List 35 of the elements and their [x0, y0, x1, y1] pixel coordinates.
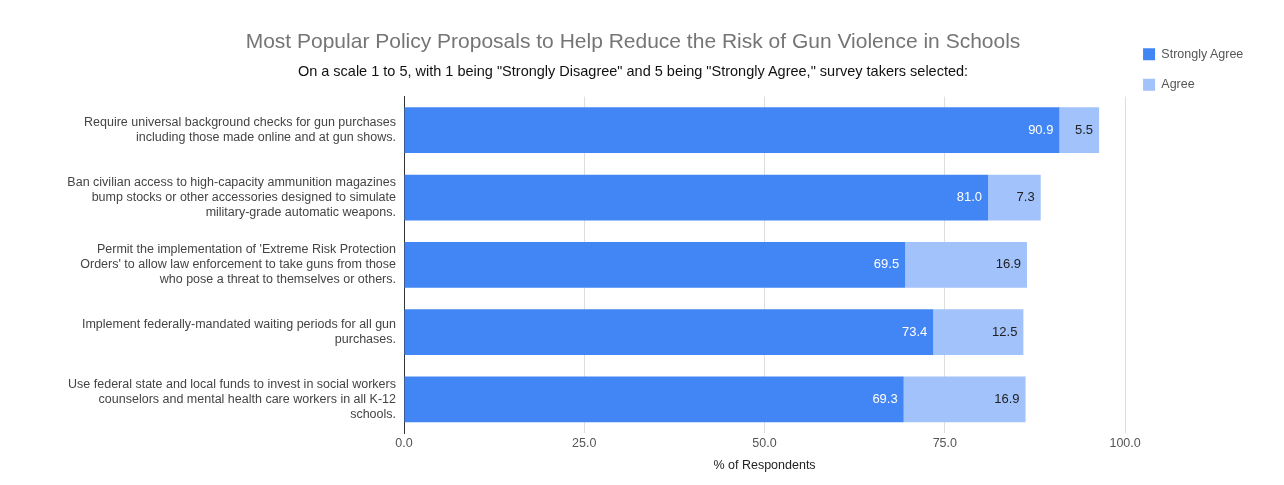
chart-title: Most Popular Policy Proposals to Help Reduce the Risk of Gun Violence in Schools	[245, 29, 1021, 53]
y-tick-label: Implement federally-mandated waiting periods for all gun purchases.	[81, 317, 397, 347]
bar	[988, 174, 1041, 221]
x-axis-title: % of Respondents	[713, 457, 816, 472]
data-label: 12.5	[992, 323, 1018, 339]
data-label: 73.4	[901, 323, 928, 339]
bar	[905, 241, 1027, 288]
y-tick-label: Permit the implementation of 'Extreme Risk Protection Orders' to allow law enforcement to take guns from those who pose a threat to themselves or others.	[80, 242, 397, 287]
legend-label: Agree	[1161, 77, 1195, 92]
data-label: 5.5	[1075, 121, 1094, 137]
y-tick-label: Require universal background checks for gun purchases including those made online and at gun shows.	[84, 115, 396, 145]
x-tick-label: 0.0	[395, 435, 413, 450]
bar	[933, 309, 1024, 355]
x-tick-label: 100.0	[1109, 435, 1141, 450]
data-label: 81.0	[956, 189, 983, 205]
x-tick-label: 25.0	[572, 435, 597, 450]
data-label: 16.9	[994, 390, 1020, 406]
data-label: 69.3	[872, 390, 898, 406]
chart-subtitle: On a scale 1 to 5, with 1 being "Strongly Disagree" and 5 being "Strongly Agree," survey takers selected:	[297, 62, 969, 79]
data-label: 90.9	[1028, 121, 1054, 137]
bar	[1059, 107, 1100, 154]
x-tick-label: 75.0	[932, 435, 957, 450]
y-tick-label: Use federal state and local funds to invest in social workers counselors and mental health care workers in all K-12 schools.	[68, 376, 397, 421]
legend-label: Strongly Agree	[1161, 46, 1244, 61]
x-tick-label: 50.0	[752, 435, 777, 450]
bar	[903, 376, 1026, 423]
data-label: 69.5	[873, 256, 900, 272]
data-label: 7.3	[1016, 189, 1035, 205]
bar	[404, 174, 989, 221]
bar	[404, 309, 934, 355]
bar	[404, 241, 906, 288]
bar	[404, 107, 1060, 154]
bar	[404, 376, 904, 423]
data-label: 16.9	[995, 256, 1021, 272]
y-tick-label: Ban civilian access to high-capacity ammunition magazines bump stocks or other accessories designed to simulate military-grade automatic weapons.	[67, 174, 397, 219]
